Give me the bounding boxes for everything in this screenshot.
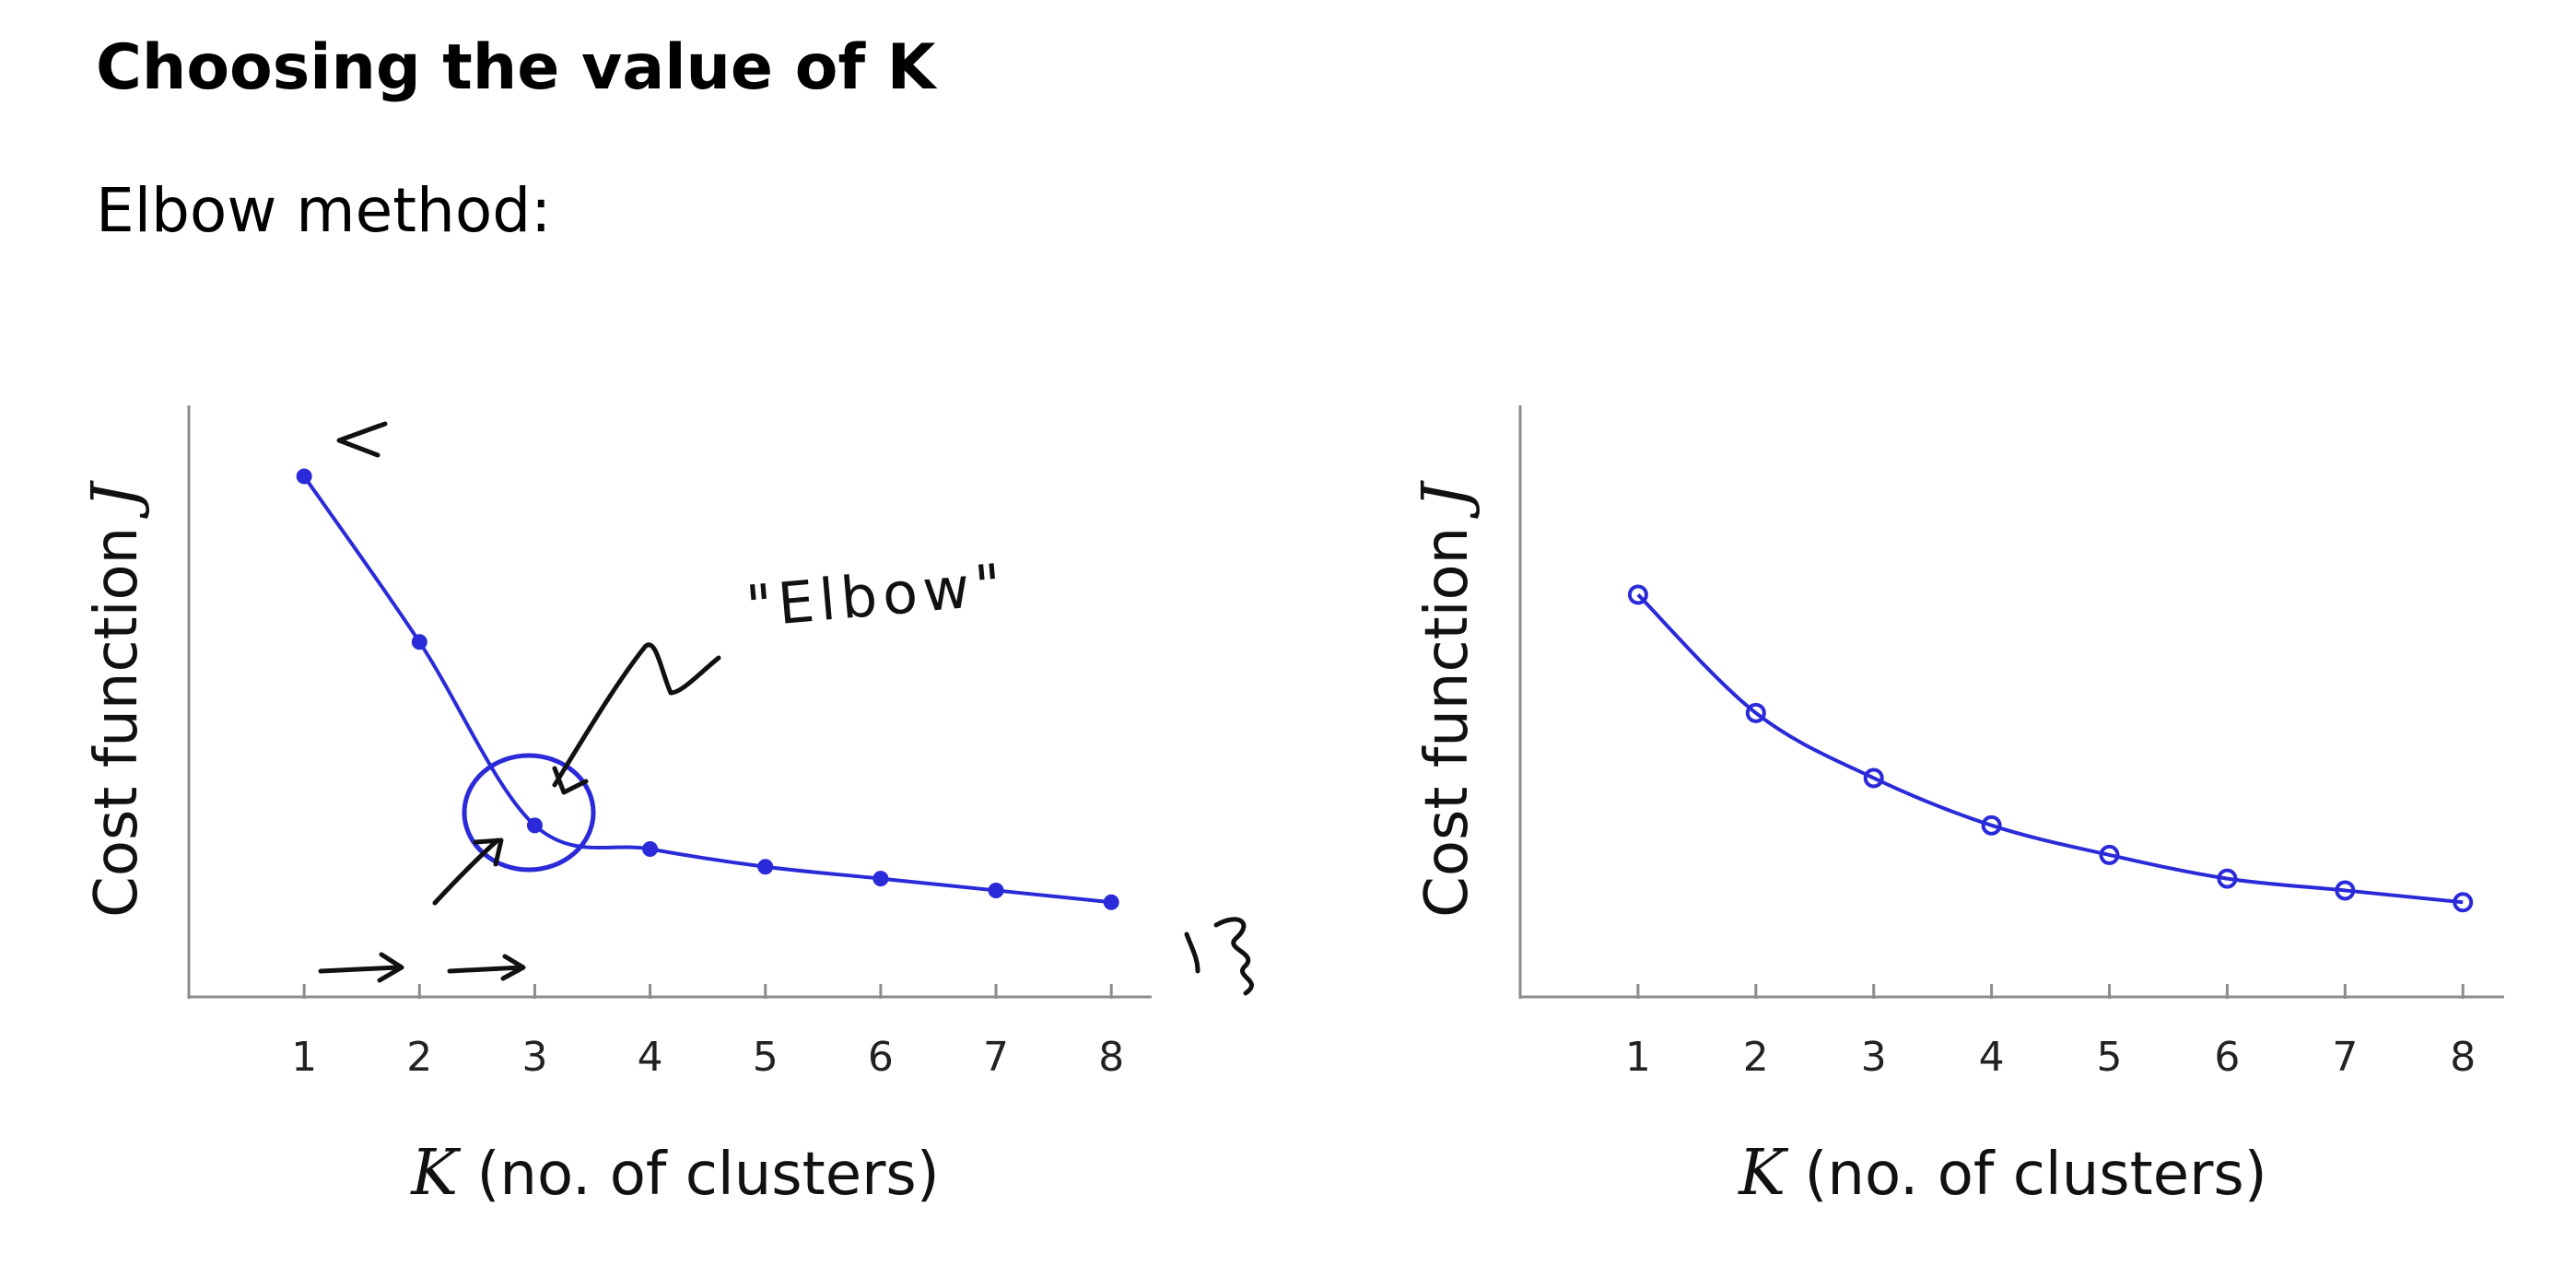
chart-right-point-k1 [1627,584,1648,605]
chart-right-y-axis-title: Cost function J [1410,479,1482,917]
slide-subtitle: Elbow method: [96,175,552,246]
elbow-pointer-icon [552,642,721,788]
chart-right-points [1627,584,2474,913]
arrow-right-2-icon [447,954,526,981]
chart-right-x-tick-label: 3 [1861,1034,1887,1081]
chart-left-axes [187,405,1152,999]
chart-left-point-k8 [1103,894,1119,910]
elbow-annotation-label: "Elbow" [744,551,1010,640]
chart-left-x-tick-label: 6 [868,1034,894,1081]
chart-right-point-k7 [2335,880,2356,901]
chart-right-y-axis-var: J [1410,479,1482,519]
chart-right-x-axis-label: (no. of clusters) [1804,1141,2266,1209]
chart-right-x-tick-label: 8 [2450,1034,2476,1081]
chart-right: 1 2 3 4 5 6 7 8 K (no. of clusters) Cost functi… [1410,405,2504,1210]
slide-title: Choosing the value of K [96,31,936,104]
chart-left-points [296,468,1119,910]
chart-left-x-tick-label: 1 [291,1034,317,1081]
chart-right-x-tick-label: 2 [1743,1034,1769,1081]
chart-left-x-tick-label: 5 [753,1034,779,1081]
chart-left-x-tick-label: 4 [638,1034,663,1081]
chart-right-point-k4 [1981,814,2002,836]
chart-right-x-tick-label: 4 [1979,1034,2005,1081]
elbow-circle-icon [462,753,596,873]
chart-right-point-k6 [2217,868,2238,889]
chart-left-y-axis-label: Cost function [83,527,151,918]
chart-right-point-k2 [1745,702,1766,723]
chart-right-tick-labels: 1 2 3 4 5 6 7 8 [1625,1034,2476,1081]
chart-left-x-axis-label: (no. of clusters) [476,1141,939,1209]
chart-right-x-tick-label: 7 [2332,1034,2358,1081]
chart-left-series-line [302,474,1112,905]
chart-left-point-k4 [642,841,659,857]
arrow-first-point-icon [336,421,388,458]
chart-left-x-axis-title: K (no. of clusters) [409,1137,939,1210]
chart-right-x-axis-title: K (no. of clusters) [1737,1137,2266,1210]
elbow-pointer-tick-icon [552,766,589,795]
chart-right-point-k5 [2099,844,2120,865]
chart-right-x-axis-var: K [1737,1137,1789,1210]
chart-left-point-k3 [526,817,543,834]
chart-left-x-tick-label: 3 [521,1034,547,1081]
chart-left-y-axis-var: J [79,479,152,519]
chart-right-series-line [1636,593,2464,905]
chart-right-axes [1518,405,2504,999]
chart-left-y-axis-title: Cost function J [79,479,152,917]
chart-left-point-k2 [411,634,427,650]
chart-right-point-k3 [1863,767,1884,789]
chart-left-point-k7 [988,882,1004,898]
chart-right-point-k8 [2453,892,2474,913]
chart-left-ticks [187,984,1113,999]
chart-left-point-k5 [757,859,774,875]
chart-right-x-tick-label: 6 [2214,1034,2240,1081]
chart-right-ticks [1518,984,2465,999]
chart-left-x-axis-var: K [409,1137,462,1210]
chart-right-x-tick-label: 1 [1625,1034,1651,1081]
scribble-last-point-icon [1184,917,1254,996]
chart-right-y-axis-label: Cost function [1413,527,1481,918]
chart-left-point-k6 [872,871,889,887]
chart-left-x-tick-label: 8 [1098,1034,1124,1081]
chart-left-tick-labels: 1 2 3 4 5 6 7 8 [291,1034,1124,1081]
chart-left-point-k1 [296,468,312,485]
arrow-right-1-icon [318,952,404,983]
chart-left-x-tick-label: 2 [406,1034,432,1081]
arrow-to-elbow-icon [432,838,504,906]
chart-right-x-tick-label: 5 [2097,1034,2123,1081]
chart-left: 1 2 3 4 5 6 7 8 K (no. of clusters) Cost functi… [79,405,1254,1210]
chart-left-x-tick-label: 7 [983,1034,1009,1081]
